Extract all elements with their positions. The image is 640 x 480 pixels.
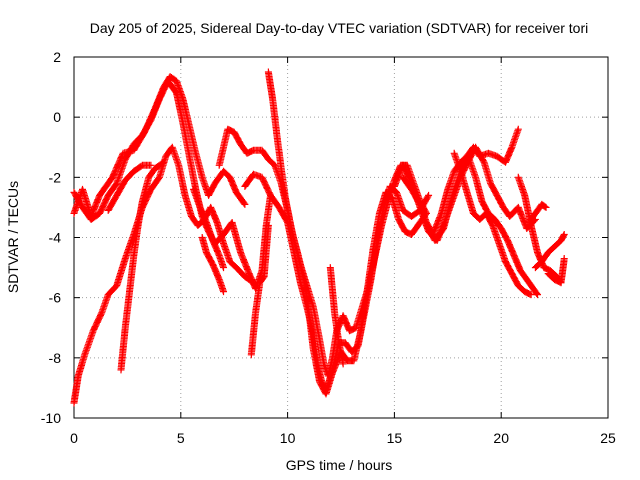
data-marks (71, 69, 568, 407)
data-point-segment (229, 219, 244, 255)
data-point-segment (508, 127, 521, 151)
chart: 0 5 10 15 20 25 -10 -8 -6 -4 -2 0 2 Day 205 of 2025,… (0, 0, 640, 480)
data-point-segment (288, 228, 301, 258)
data-point-segment (515, 174, 528, 198)
x-tick-label: 25 (600, 430, 616, 446)
data-point-segment (472, 174, 485, 204)
x-axis-label: GPS time / hours (286, 457, 393, 473)
data-point-segment (199, 234, 210, 255)
data-point-segment (528, 222, 541, 255)
x-tick-label: 5 (177, 430, 185, 446)
y-tick-label: -2 (49, 169, 62, 185)
data-point-segment (265, 69, 276, 102)
y-tick-label: 2 (53, 49, 61, 65)
data-point-segment (216, 145, 227, 169)
data-point-segment (248, 311, 259, 359)
data-point-segment (81, 329, 96, 359)
x-tick-label: 20 (493, 430, 509, 446)
chart-title: Day 205 of 2025, Sidereal Day-to-day VTE… (90, 20, 589, 36)
y-tick-label: -4 (49, 230, 62, 246)
data-point-segment (179, 120, 192, 159)
x-tick-label: 0 (70, 430, 78, 446)
data-point-segment (278, 165, 289, 201)
series-track-8 (216, 126, 430, 380)
data-point-segment (113, 257, 128, 290)
data-point-segment (122, 290, 133, 332)
x-tick-label: 10 (280, 430, 296, 446)
y-tick-label: 0 (53, 109, 61, 125)
y-tick-label: -10 (41, 410, 61, 426)
y-tick-label: -6 (49, 290, 62, 306)
x-tick-label: 15 (387, 430, 403, 446)
data-point-segment (135, 199, 146, 229)
data-point-segment (327, 264, 338, 315)
y-tick-label: -8 (49, 350, 62, 366)
series-track-20 (545, 255, 568, 286)
data-point-segment (118, 326, 129, 374)
series-track-11 (248, 222, 272, 358)
y-axis-label: SDTVAR / TECUs (5, 181, 21, 293)
data-point-segment (71, 374, 82, 407)
data-point-segment (169, 144, 182, 168)
data-point-segment (175, 162, 188, 198)
data-point-segment (269, 96, 280, 138)
